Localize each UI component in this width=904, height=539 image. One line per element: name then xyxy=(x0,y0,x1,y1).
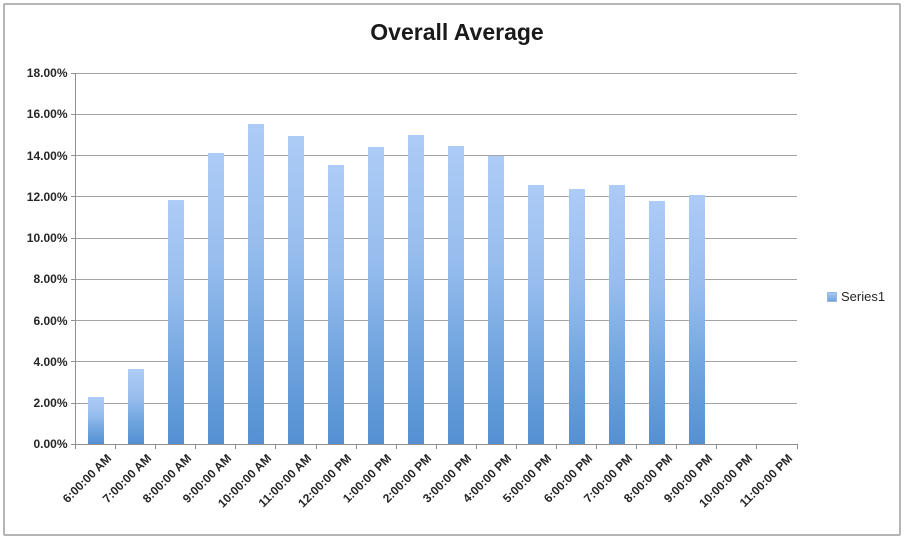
chart-title: Overall Average xyxy=(370,19,544,45)
x-axis-tick-mark xyxy=(115,444,117,450)
x-axis-tick-label: 6:00:00 AM xyxy=(59,451,114,506)
x-axis-tick-mark xyxy=(756,444,758,450)
x-axis-tick-mark xyxy=(315,444,317,450)
x-axis-tick-mark xyxy=(355,444,357,450)
x-axis-tick-mark xyxy=(676,444,678,450)
legend-swatch-series1 xyxy=(827,291,837,302)
y-axis-tick-label: 16.00% xyxy=(26,107,68,122)
bar-4:00:00 PM xyxy=(488,155,505,445)
bar-3:00:00 PM xyxy=(448,146,465,445)
gridline-12.00% xyxy=(75,196,797,198)
x-axis-tick-mark xyxy=(195,444,197,450)
x-axis-tick-mark xyxy=(275,444,277,450)
y-axis-tick-mark xyxy=(70,443,76,445)
x-axis-tick-mark xyxy=(796,444,798,450)
gridline-4.00% xyxy=(75,361,797,363)
y-axis-tick-label: 10.00% xyxy=(26,231,68,246)
bar-6:00:00 PM xyxy=(568,188,585,445)
y-axis-tick-mark xyxy=(70,113,76,115)
y-axis-tick-mark xyxy=(70,278,76,280)
y-axis-tick-mark xyxy=(70,196,76,198)
y-axis-tick-label: 8.00% xyxy=(33,272,68,287)
bar-10:00:00 AM xyxy=(247,123,264,445)
y-axis-tick-label: 0.00% xyxy=(33,437,68,452)
bar-5:00:00 PM xyxy=(528,185,545,445)
x-axis-tick-mark xyxy=(515,444,517,450)
y-axis-tick-label: 2.00% xyxy=(33,396,68,411)
y-axis-line xyxy=(75,73,76,450)
y-axis-tick-label: 6.00% xyxy=(33,313,68,328)
bar-9:00:00 AM xyxy=(207,153,224,445)
bar-1:00:00 PM xyxy=(368,147,385,445)
x-axis-tick-mark xyxy=(435,444,437,450)
y-axis-tick-label: 12.00% xyxy=(26,189,68,204)
x-axis-tick-mark xyxy=(155,444,157,450)
bar-12:00:00 PM xyxy=(328,164,345,445)
bar-2:00:00 PM xyxy=(408,134,425,445)
gridline-14.00% xyxy=(75,155,797,156)
bar-8:00:00 AM xyxy=(167,199,184,445)
y-axis-tick-mark xyxy=(70,320,76,322)
legend-label-series1: Series1 xyxy=(841,289,886,304)
gridline-8.00% xyxy=(75,278,797,280)
bar-8:00:00 PM xyxy=(648,200,665,445)
gridline-6.00% xyxy=(75,320,797,322)
y-axis-tick-label: 14.00% xyxy=(26,148,68,163)
bar-11:00:00 AM xyxy=(287,135,304,445)
y-axis-tick-mark xyxy=(70,155,76,156)
gridline-2.00% xyxy=(75,402,797,404)
y-axis-tick-mark xyxy=(70,72,76,74)
legend: Series1 xyxy=(827,289,885,304)
x-axis-tick-mark xyxy=(596,444,598,450)
x-axis-line xyxy=(75,443,797,445)
y-axis-tick-mark xyxy=(70,402,76,404)
bar-7:00:00 AM xyxy=(127,369,144,445)
x-axis-tick-mark xyxy=(636,444,638,450)
x-axis-tick-mark xyxy=(235,444,237,450)
gridline-10.00% xyxy=(75,237,797,239)
gridline-18.00% xyxy=(75,72,797,74)
x-axis-tick-mark xyxy=(716,444,718,450)
gridline-16.00% xyxy=(75,113,797,115)
bar-9:00:00 PM xyxy=(688,194,705,445)
x-axis-tick-mark xyxy=(395,444,397,450)
x-axis-tick-mark xyxy=(556,444,557,450)
y-axis-tick-label: 18.00% xyxy=(26,66,68,80)
bar-6:00:00 AM xyxy=(87,396,104,445)
y-axis-tick-mark xyxy=(70,237,76,239)
y-axis-tick-mark xyxy=(70,361,76,363)
chart-frame: Overall Average 18.00% 16.00% 14.00% 12.00%… xyxy=(3,3,901,536)
x-axis-tick-mark xyxy=(475,444,477,450)
bar-7:00:00 PM xyxy=(608,185,625,445)
y-axis-tick-label: 4.00% xyxy=(33,354,68,369)
